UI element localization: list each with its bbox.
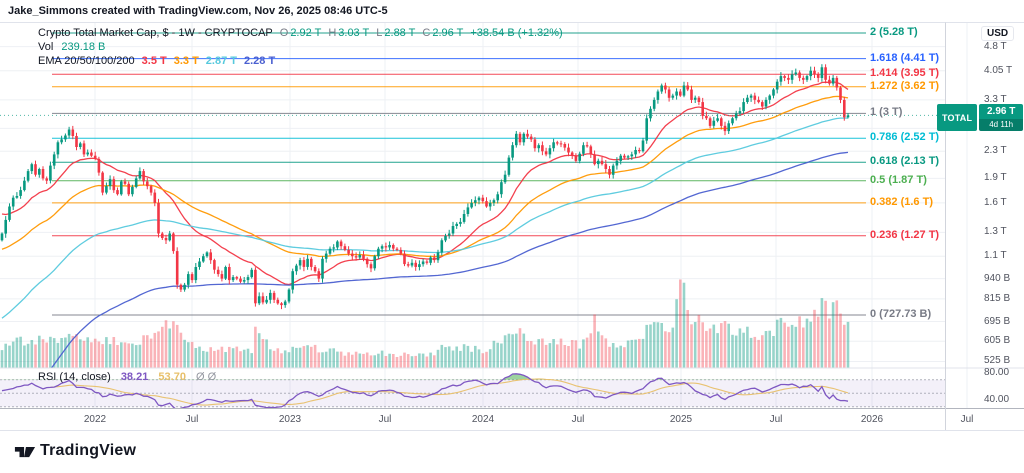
ohlc-key: L bbox=[376, 27, 383, 39]
price-tick-label: 4.8 T bbox=[984, 41, 1007, 52]
ema-value: 3.5 T bbox=[141, 55, 167, 67]
symbol-chip: TOTAL bbox=[937, 104, 978, 131]
symbol-legend-row[interactable]: Crypto Total Market Cap, $ - 1W - CRYPTO… bbox=[38, 27, 563, 39]
price-tick-label: 1.1 T bbox=[984, 250, 1007, 261]
ema-values: 3.5 T 3.3 T 2.87 T 2.28 T bbox=[135, 55, 276, 67]
fib-level-label[interactable]: 0.786 (2.52 T) bbox=[870, 131, 940, 143]
grid bbox=[0, 22, 968, 408]
last-price-box: 2.96 T 4d 11h bbox=[979, 104, 1024, 131]
rsi-value: 38.21 bbox=[120, 371, 149, 383]
price-tick-label: 1.3 T bbox=[984, 226, 1007, 237]
ema-label: EMA 20/50/100/200 bbox=[38, 55, 135, 67]
price-tick-label: 605 B bbox=[984, 335, 1011, 346]
pane-borders bbox=[0, 22, 1024, 430]
bar-countdown: 4d 11h bbox=[979, 119, 1024, 131]
price-tick-label: 4.05 T bbox=[984, 65, 1013, 76]
ema-value: 2.87 T bbox=[205, 55, 237, 67]
volume-bars bbox=[0, 279, 850, 368]
ohlc-val: 2.96 T bbox=[432, 27, 464, 39]
ohlc-key: H bbox=[328, 27, 337, 39]
rsi-label: RSI (14, close) bbox=[38, 371, 111, 383]
last-price-badge[interactable]: TOTAL 2.96 T 4d 11h bbox=[937, 104, 1024, 131]
price-tick-label: 695 B bbox=[984, 316, 1011, 327]
attribution-text: Jake_Simmons created with TradingView.co… bbox=[8, 5, 388, 17]
symbol-title: Crypto Total Market Cap, $ - 1W - CRYPTO… bbox=[38, 27, 273, 39]
price-tick-label: 525 B bbox=[984, 355, 1011, 366]
time-tick-label: Jul bbox=[571, 414, 585, 425]
price-tick-label: 3.3 T bbox=[984, 94, 1007, 105]
ema-value: 2.28 T bbox=[243, 55, 276, 67]
price-tick-label: 940 B bbox=[984, 273, 1011, 284]
ohlc-val: 2.92 T bbox=[290, 27, 322, 39]
price-tick-label: 815 B bbox=[984, 293, 1011, 304]
ohlc-val: 2.88 T bbox=[384, 27, 416, 39]
volume-value: 239.18 B bbox=[61, 41, 106, 53]
rsi-ma-value: 53.70 bbox=[158, 371, 186, 383]
ema-value: 3.3 T bbox=[173, 55, 199, 67]
currency-label[interactable]: USD bbox=[981, 26, 1015, 41]
tradingview-brand-text[interactable]: TradingView bbox=[40, 442, 137, 459]
fib-level-label[interactable]: 1.618 (4.41 T) bbox=[870, 52, 940, 64]
time-tick-label: 2026 bbox=[860, 414, 884, 425]
ohlc-key: O bbox=[279, 27, 289, 39]
fib-level-label[interactable]: 0.5 (1.87 T) bbox=[870, 174, 927, 186]
rsi-legend-row[interactable]: RSI (14, close) 38.21 53.70 Ø Ø bbox=[38, 371, 216, 383]
price-tick-label: 1.9 T bbox=[984, 172, 1007, 183]
time-tick-label: 2023 bbox=[278, 414, 302, 425]
fib-level-label[interactable]: 0.382 (1.6 T) bbox=[870, 196, 933, 208]
time-tick-label: 2024 bbox=[471, 414, 495, 425]
fib-level-label[interactable]: 0 (727.73 B) bbox=[870, 308, 932, 320]
candles bbox=[0, 64, 850, 310]
last-price-value: 2.96 T bbox=[986, 106, 1016, 117]
ohlc-val: 3.03 T bbox=[338, 27, 370, 39]
fib-level-label[interactable]: 1 (3 T) bbox=[870, 106, 903, 118]
change-value: +38.54 B (+1.32%) bbox=[470, 27, 563, 39]
footer-bar: TradingView bbox=[0, 430, 1024, 473]
price-tick-label: 1.6 T bbox=[984, 197, 1007, 208]
rsi-tick-label: 40.00 bbox=[984, 394, 1010, 405]
rsi-tick-label: 80.00 bbox=[984, 367, 1010, 378]
fib-extension-lines[interactable] bbox=[52, 32, 866, 316]
fib-level-label[interactable]: 1.272 (3.62 T) bbox=[870, 80, 940, 92]
time-tick-label: Jul bbox=[185, 414, 199, 425]
ohlc-values: O 2.92 T H 3.03 T L 2.88 T C 2.96 T bbox=[273, 27, 464, 39]
time-tick-label: Jul bbox=[769, 414, 783, 425]
volume-label: Vol bbox=[38, 41, 54, 53]
ohlc-key: C bbox=[422, 27, 431, 39]
rsi-pane bbox=[0, 373, 945, 409]
fib-level-label[interactable]: 0.618 (2.13 T) bbox=[870, 155, 940, 167]
time-tick-label: Jul bbox=[960, 414, 974, 425]
time-tick-label: 2025 bbox=[669, 414, 693, 425]
time-tick-label: Jul bbox=[378, 414, 392, 425]
fib-level-label[interactable]: 2 (5.28 T) bbox=[870, 26, 918, 38]
rsi-hidden-values: Ø Ø bbox=[196, 371, 217, 383]
ema-legend-row[interactable]: EMA 20/50/100/200 3.5 T 3.3 T 2.87 T 2.28 T bbox=[38, 55, 275, 67]
fib-level-label[interactable]: 1.414 (3.95 T) bbox=[870, 67, 940, 79]
volume-legend-row[interactable]: Vol 239.18 B bbox=[38, 41, 105, 53]
fib-level-label[interactable]: 0.236 (1.27 T) bbox=[870, 229, 940, 241]
time-tick-label: 2022 bbox=[83, 414, 107, 425]
price-tick-label: 2.3 T bbox=[984, 145, 1007, 156]
